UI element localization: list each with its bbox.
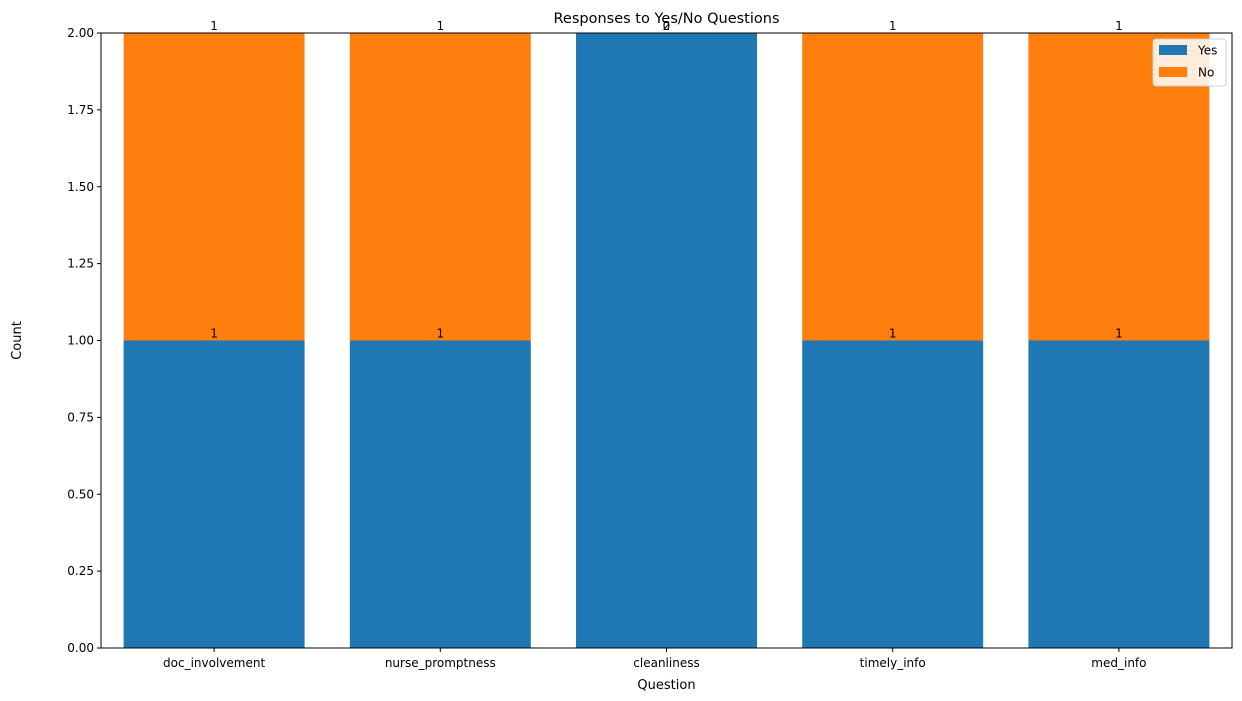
bar-yes-timely_info [802, 340, 984, 648]
x-axis-label: Question [637, 678, 695, 693]
bar-no-nurse_promptness [349, 33, 531, 341]
bar-yes-med_info [1028, 340, 1210, 648]
y-axis-label: Count [10, 321, 25, 360]
bar-label-yes-med_info: 1 [1115, 327, 1123, 341]
bar-label-yes-timely_info: 1 [889, 327, 897, 341]
bar-no-timely_info [802, 33, 984, 341]
bar-label-no-timely_info: 1 [889, 19, 897, 33]
y-tick-label: 2.00 [67, 26, 94, 40]
legend-label-yes: Yes [1197, 44, 1217, 58]
bar-label-no-med_info: 1 [1115, 19, 1123, 33]
bar-labels-group: 1 1 2 1 1 1 1 0 1 1 [210, 19, 1122, 341]
y-tick-label: 1.25 [67, 257, 94, 271]
x-axis: doc_involvement nurse_promptness cleanline… [163, 648, 1147, 670]
y-tick-label: 0.25 [67, 564, 94, 578]
bar-label-no-cleanliness: 0 [663, 19, 671, 33]
bar-yes-cleanliness [576, 33, 757, 648]
bar-label-no-doc_involvement: 1 [210, 19, 218, 33]
y-tick-label: 0.00 [67, 641, 94, 655]
legend-swatch-yes [1159, 45, 1187, 55]
y-tick-label: 0.50 [67, 487, 94, 501]
legend-swatch-no [1159, 67, 1187, 77]
legend: Yes No [1152, 38, 1227, 87]
bars-group [123, 33, 1210, 648]
chart-title: Responses to Yes/No Questions [554, 11, 780, 27]
bar-no-doc_involvement [123, 33, 305, 341]
legend-label-no: No [1198, 66, 1214, 80]
bar-label-yes-doc_involvement: 1 [210, 327, 218, 341]
x-tick-label: timely_info [860, 656, 926, 670]
x-tick-label: nurse_promptness [385, 656, 496, 670]
bar-yes-nurse_promptness [349, 340, 531, 648]
y-tick-label: 1.00 [67, 334, 94, 348]
y-axis: 0.00 0.25 0.50 0.75 1.00 1.25 1.50 1.75 2.00 [67, 26, 101, 655]
y-tick-label: 1.75 [67, 103, 94, 117]
bar-label-no-nurse_promptness: 1 [436, 19, 444, 33]
bar-label-yes-nurse_promptness: 1 [436, 327, 444, 341]
bar-label-yes-cleanliness: 2 [663, 19, 671, 33]
x-tick-label: doc_involvement [163, 656, 265, 670]
x-tick-label: cleanliness [633, 656, 699, 670]
y-tick-label: 1.50 [67, 180, 94, 194]
bar-yes-doc_involvement [123, 340, 305, 648]
x-tick-label: med_info [1091, 656, 1146, 670]
y-tick-label: 0.75 [67, 410, 94, 424]
